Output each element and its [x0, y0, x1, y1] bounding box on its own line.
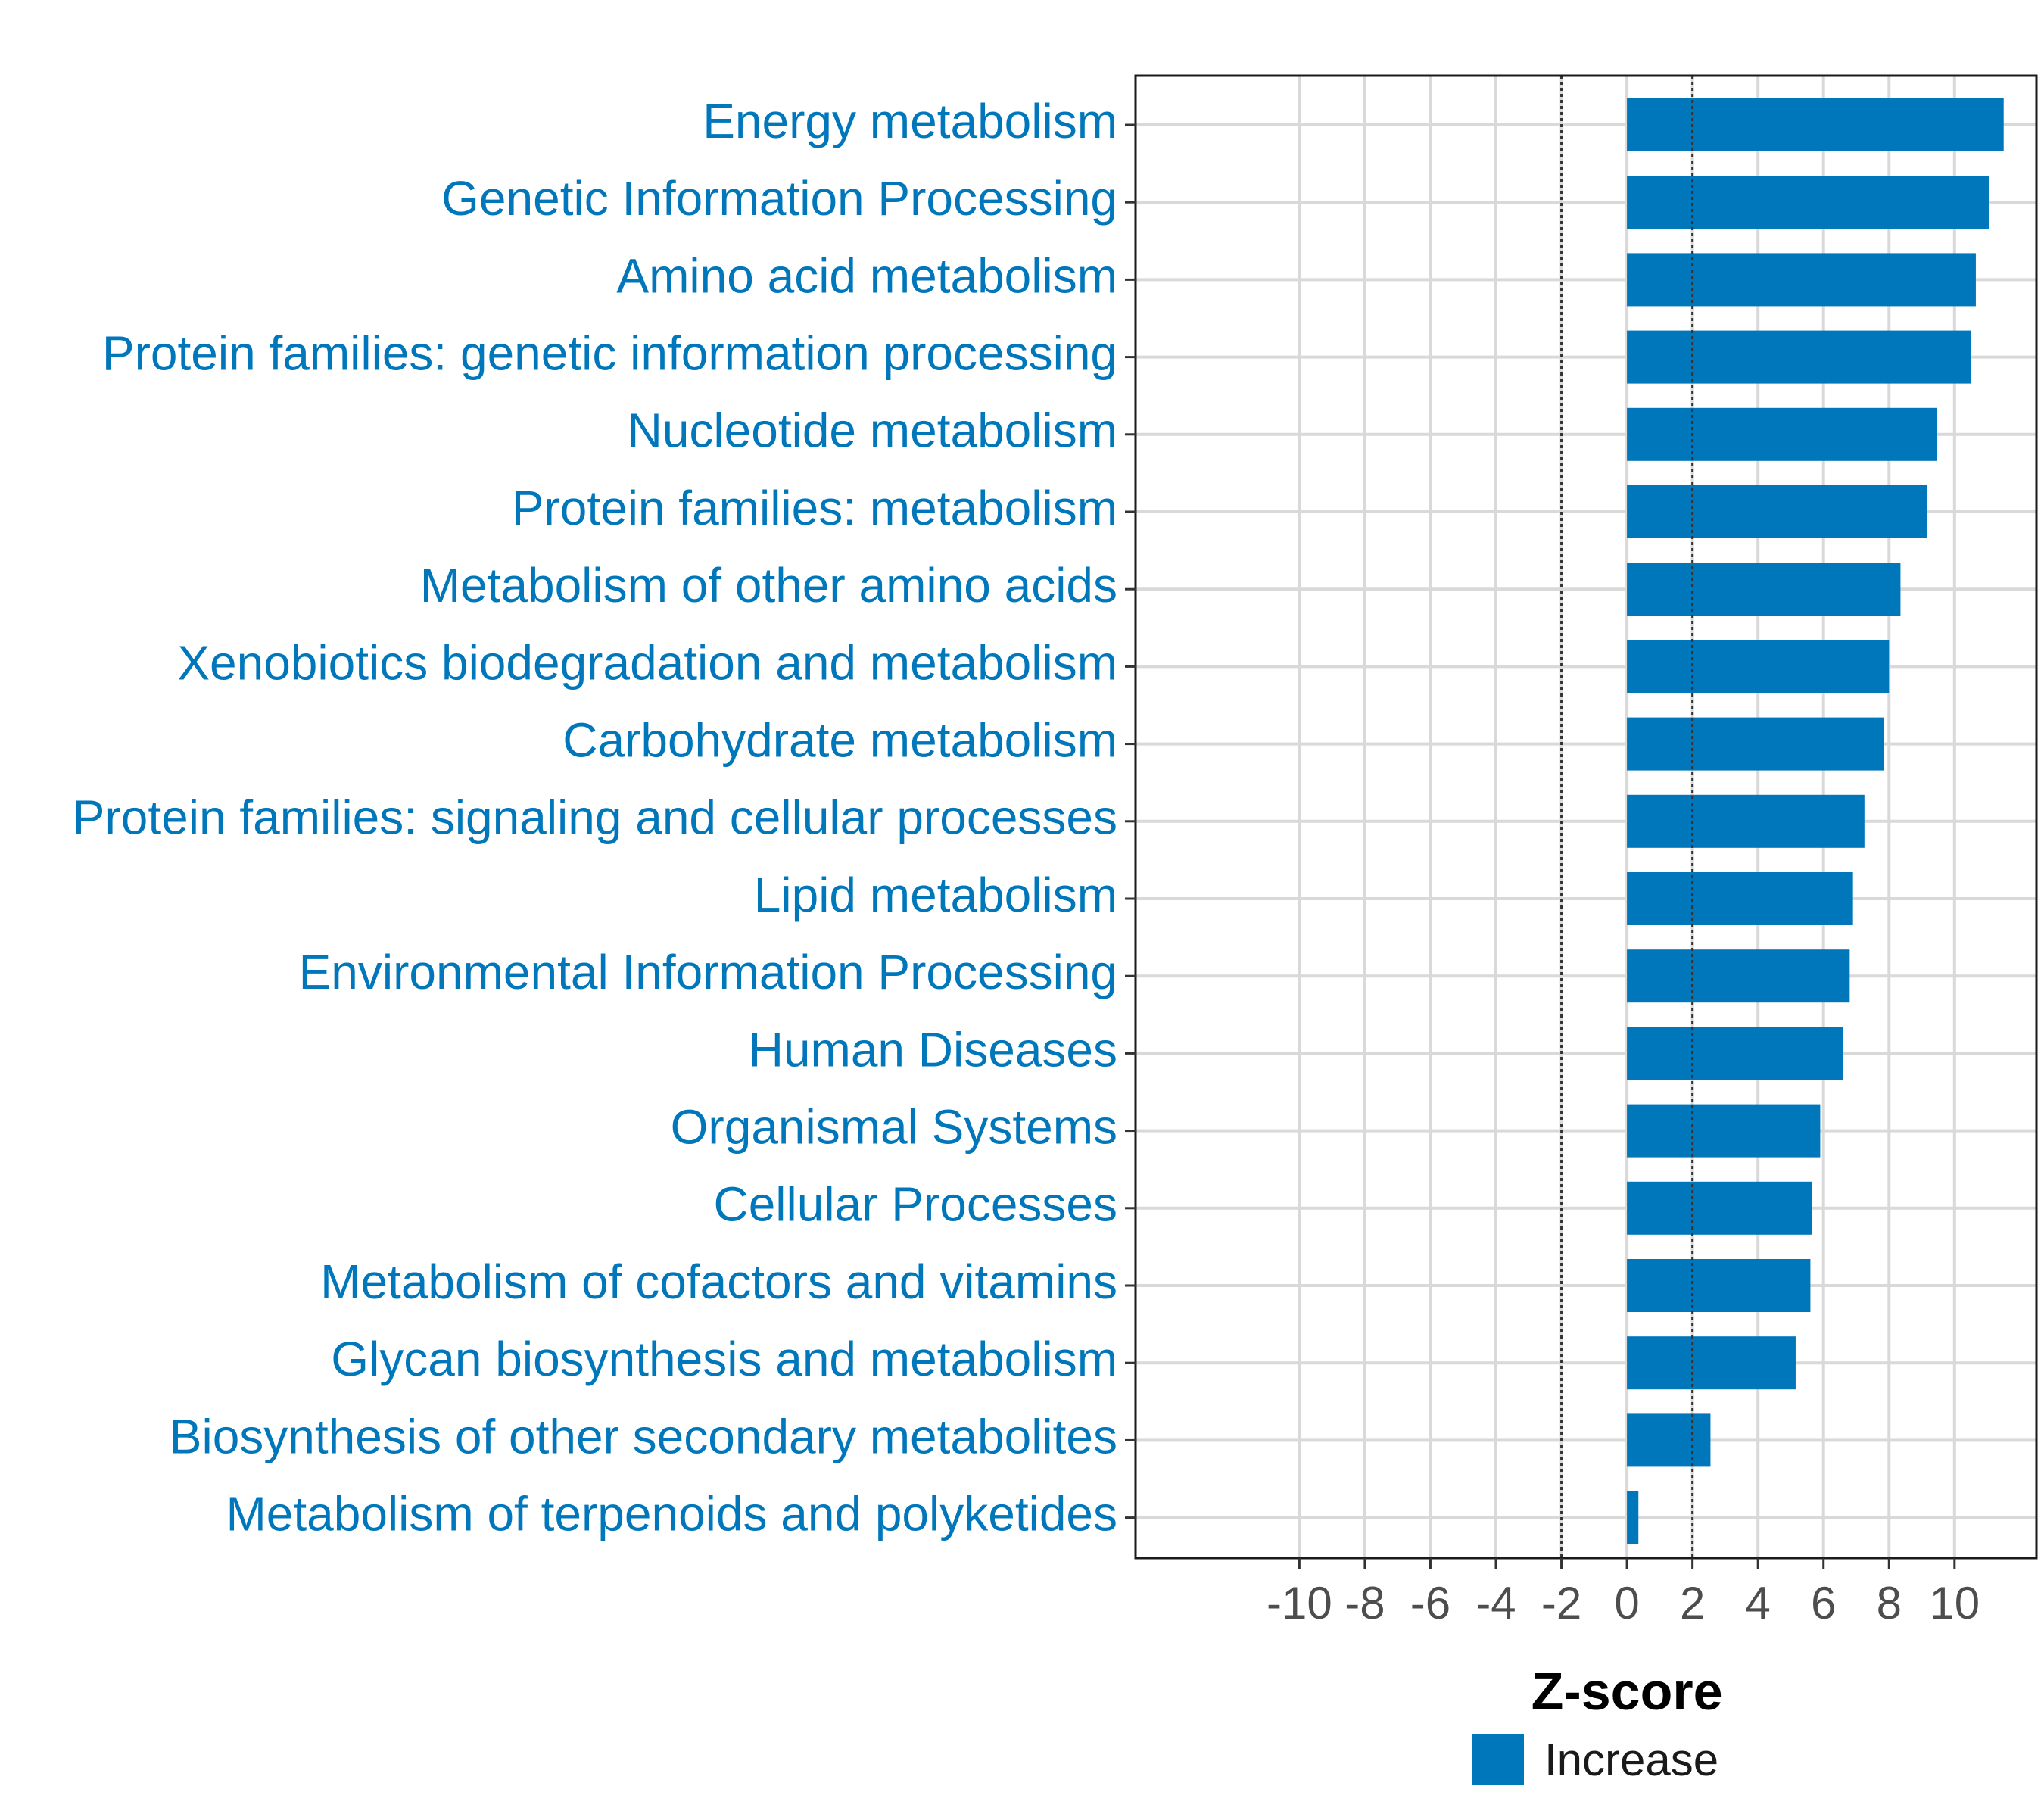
category-label: Carbohydrate metabolism: [562, 713, 1117, 768]
bar: [1627, 640, 1890, 693]
category-label: Environmental Information Processing: [299, 945, 1117, 999]
category-label: Metabolism of cofactors and vitamins: [320, 1254, 1117, 1309]
bar: [1627, 872, 1853, 925]
category-label: Human Diseases: [749, 1022, 1117, 1077]
category-label: Protein families: signaling and cellular…: [73, 790, 1117, 845]
category-label: Glycan biosynthesis and metabolism: [331, 1332, 1117, 1386]
bar: [1627, 253, 1976, 307]
category-label: Protein families: metabolism: [512, 481, 1117, 535]
bar: [1627, 330, 1971, 384]
x-tick-label: -8: [1344, 1578, 1385, 1628]
category-label: Metabolism of other amino acids: [420, 558, 1117, 612]
category-label: Cellular Processes: [713, 1177, 1117, 1232]
bar: [1627, 407, 1937, 461]
x-tick-label: 8: [1877, 1578, 1902, 1628]
x-tick-label: -2: [1541, 1578, 1581, 1628]
bar: [1627, 717, 1884, 771]
bar: [1627, 563, 1901, 616]
bars: [1627, 98, 2004, 1544]
category-label: Xenobiotics biodegradation and metabolis…: [177, 635, 1117, 690]
bar: [1627, 949, 1850, 1003]
bar: [1627, 1491, 1639, 1544]
legend-label-increase: Increase: [1544, 1734, 1718, 1785]
x-tick-label: 2: [1680, 1578, 1705, 1628]
legend-swatch-increase: [1472, 1734, 1524, 1785]
y-axis-labels: Energy metabolism Genetic Information Pro…: [73, 94, 1117, 1541]
category-label: Organismal Systems: [671, 1100, 1117, 1155]
y-axis-ticks: [1125, 123, 1136, 1519]
panel-border: [1134, 74, 2038, 1560]
category-label: Energy metabolism: [703, 94, 1117, 148]
bar: [1627, 1413, 1711, 1467]
grid-lines: [1136, 76, 2036, 1558]
x-tick-label: -10: [1267, 1578, 1332, 1628]
category-label: Genetic Information Processing: [441, 171, 1117, 226]
category-label: Nucleotide metabolism: [628, 404, 1117, 458]
x-tick-label: 0: [1614, 1578, 1639, 1628]
x-tick-label: 6: [1811, 1578, 1836, 1628]
x-tick-label: 4: [1745, 1578, 1770, 1628]
legend: Increase: [1472, 1734, 1718, 1785]
bar: [1627, 794, 1865, 848]
bar: [1627, 1181, 1812, 1235]
bar: [1627, 98, 2004, 151]
bar: [1627, 1027, 1843, 1080]
x-tick-label: 10: [1929, 1578, 1980, 1628]
bar: [1627, 1104, 1821, 1158]
bar: [1627, 485, 1927, 538]
x-axis-ticks: -10 -8 -6 -4 -2 0 2 4 6 8 10: [1267, 1558, 1980, 1628]
threshold-lines: [1560, 76, 1694, 1558]
bar: [1627, 176, 1989, 229]
x-tick-label: -4: [1475, 1578, 1516, 1628]
category-label: Lipid metabolism: [754, 868, 1117, 922]
bar: [1627, 1259, 1811, 1312]
category-label: Metabolism of terpenoids and polyketides: [226, 1487, 1117, 1541]
category-label: Biosynthesis of other secondary metaboli…: [170, 1409, 1117, 1463]
bar: [1627, 1336, 1796, 1390]
category-label: Amino acid metabolism: [616, 248, 1117, 303]
category-label: Protein families: genetic information pr…: [102, 326, 1117, 381]
x-axis-title: Z-score: [1531, 1662, 1723, 1721]
x-tick-label: -6: [1410, 1578, 1450, 1628]
